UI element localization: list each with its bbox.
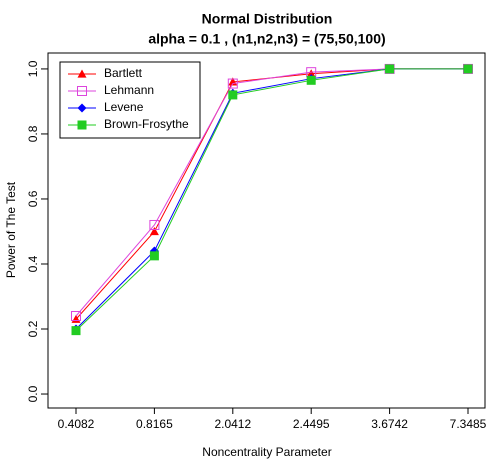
x-tick-label: 2.4495 xyxy=(293,417,330,431)
y-tick-label: 0.4 xyxy=(26,255,40,272)
data-point xyxy=(306,69,316,78)
y-tick-label: 0.6 xyxy=(26,190,40,207)
chart-title: Normal Distribution xyxy=(202,11,333,27)
x-tick-label: 3.6742 xyxy=(371,417,408,431)
legend-marker xyxy=(77,103,87,113)
data-point xyxy=(227,78,238,89)
chart-subtitle: alpha = 0.1 , (n1,n2,n3) = (75,50,100) xyxy=(148,31,385,47)
data-point xyxy=(149,251,159,261)
x-tick-label: 7.3485 xyxy=(450,417,487,431)
legend-marker xyxy=(77,86,87,96)
y-axis-label: Power of The Test xyxy=(4,181,18,278)
data-point xyxy=(385,64,395,74)
series-line xyxy=(75,68,468,331)
data-point xyxy=(71,326,81,336)
data-point xyxy=(149,219,160,230)
x-axis-label: Noncentrality Parameter xyxy=(202,445,331,459)
legend-marker xyxy=(77,69,87,78)
plot-frame xyxy=(47,52,486,409)
data-point xyxy=(463,64,473,74)
legend-label: Lehmann xyxy=(104,83,154,97)
legend-marker xyxy=(77,120,87,130)
x-tick-label: 2.0412 xyxy=(214,417,251,431)
y-tick-label: 0.2 xyxy=(26,320,40,337)
x-tick-label: 0.4082 xyxy=(58,417,95,431)
y-tick-label: 0.0 xyxy=(26,385,40,402)
y-tick-label: 1.0 xyxy=(26,60,40,77)
data-point xyxy=(149,226,159,236)
y-tick-label: 0.8 xyxy=(26,125,40,142)
data-point xyxy=(228,90,238,100)
data-point xyxy=(306,75,316,85)
legend-label: Brown-Frosythe xyxy=(104,117,189,131)
x-tick-label: 0.8165 xyxy=(136,417,173,431)
legend-label: Bartlett xyxy=(104,66,143,80)
data-point xyxy=(71,310,81,321)
legend-label: Levene xyxy=(104,100,144,114)
